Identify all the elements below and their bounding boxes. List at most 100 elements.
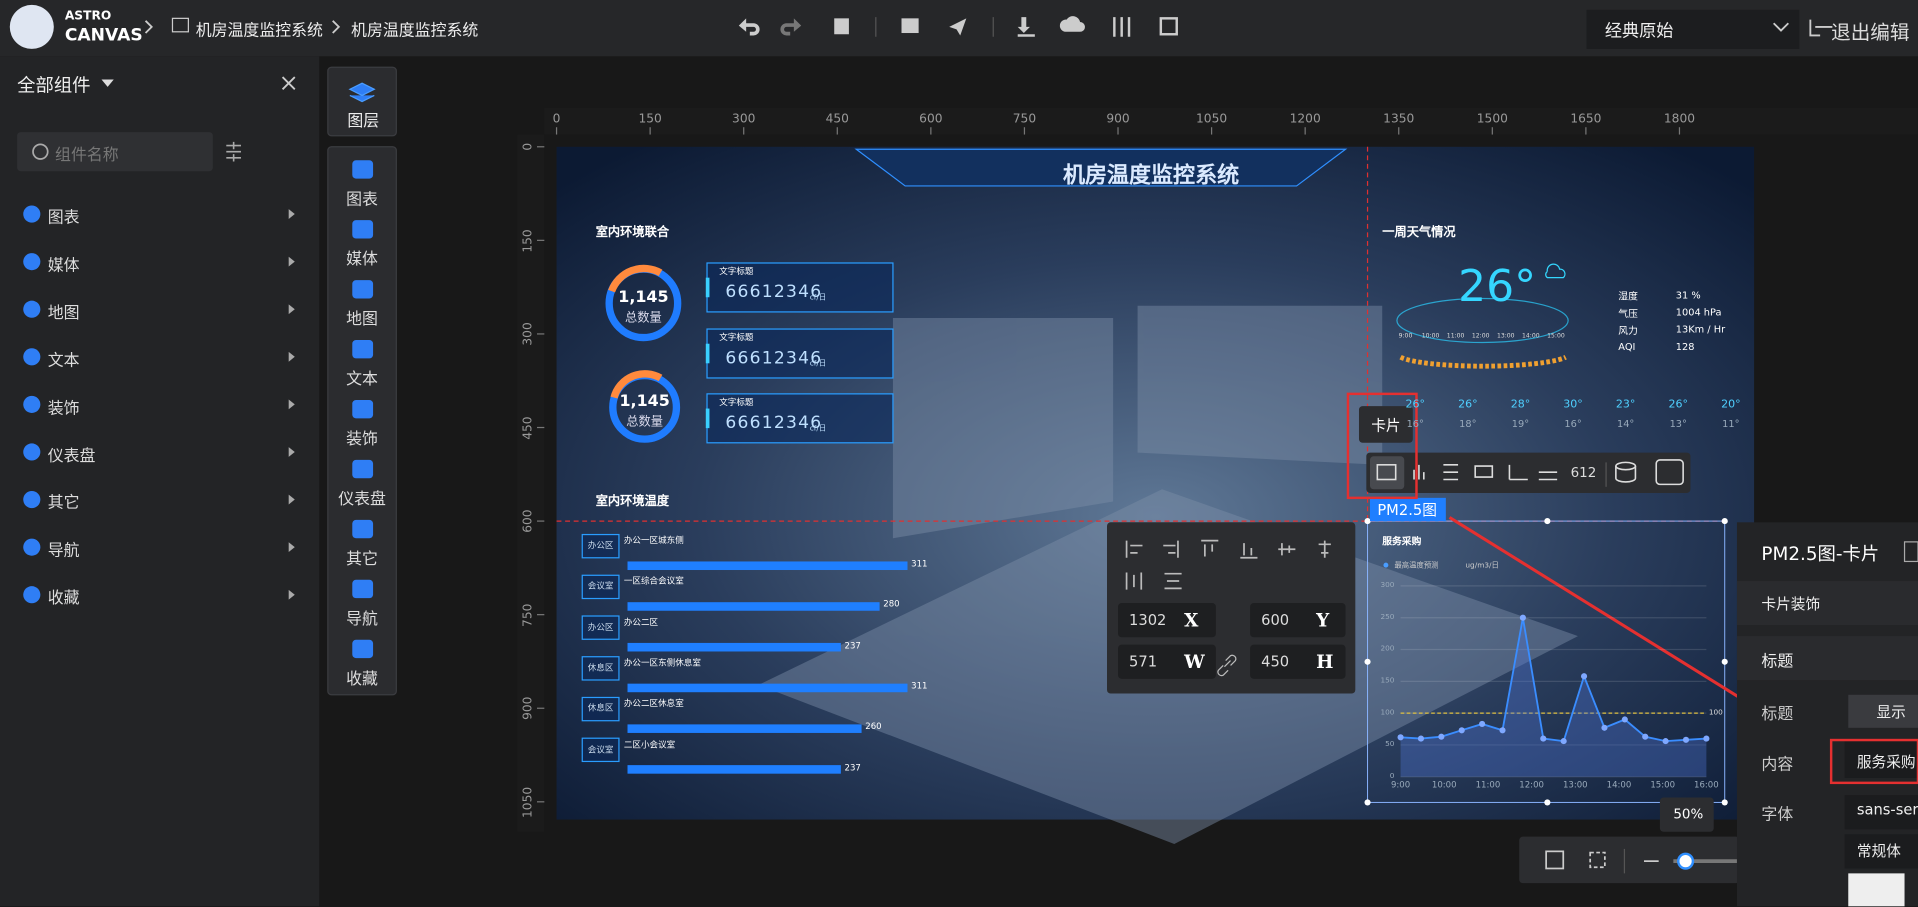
header-tools <box>738 16 1178 37</box>
pm-point <box>1438 733 1445 740</box>
ring-value: 1,145 <box>619 392 670 411</box>
aqi-gauge <box>1399 354 1567 369</box>
pm-point <box>1540 735 1547 742</box>
row-tag-box <box>581 737 620 763</box>
day-low: 14° <box>1616 418 1635 430</box>
align-icons[interactable] <box>1125 539 1331 590</box>
zoom-thumb[interactable] <box>1677 852 1695 870</box>
config[interactable] <box>1159 17 1178 36</box>
pm-ytick: 0 <box>1389 771 1395 781</box>
row-tag-box <box>581 615 620 640</box>
row-bar <box>627 642 841 652</box>
ruler-label: 150 <box>638 112 662 126</box>
ruler-label: 1350 <box>1383 112 1415 126</box>
download[interactable] <box>1017 17 1035 37</box>
row-name: 办公一区城东侧 <box>623 535 684 546</box>
tool[interactable]: 仪表盘 <box>338 490 386 509</box>
ruler-label: 600 <box>919 112 943 126</box>
tool[interactable]: 其它 <box>346 550 378 569</box>
row-value: 237 <box>844 762 861 773</box>
link-icon[interactable] <box>1217 654 1237 677</box>
prop-value[interactable]: 显示 <box>1876 703 1906 721</box>
category-arrow <box>288 447 295 457</box>
tool[interactable]: 媒体 <box>346 250 378 270</box>
category[interactable]: 其它 <box>47 494 80 514</box>
toolbar-icons[interactable] <box>1376 459 1684 486</box>
title-banner <box>854 148 1348 187</box>
font-select[interactable] <box>1844 795 1918 830</box>
toggle[interactable] <box>1848 694 1918 728</box>
panel-section: 卡片装饰 <box>1761 595 1821 613</box>
category-icon <box>23 586 41 604</box>
handles[interactable] <box>1364 518 1728 806</box>
tool-icon <box>352 160 374 179</box>
exit-icon[interactable] <box>1809 19 1833 37</box>
category-icon <box>23 205 41 223</box>
ruler-label: 150 <box>521 228 536 253</box>
filter-icon[interactable] <box>226 141 241 162</box>
weather-icon <box>1545 263 1566 279</box>
exit-button[interactable]: 退出编辑 <box>1831 20 1910 45</box>
ring-value: 1,145 <box>618 288 669 308</box>
pm-point <box>1519 614 1526 621</box>
tool[interactable]: 收藏 <box>346 670 378 689</box>
hour: 12:00 <box>1471 332 1490 341</box>
weather-stat-label: 风力 <box>1618 325 1638 337</box>
tool[interactable]: 图表 <box>346 190 378 210</box>
settings[interactable] <box>1113 17 1131 37</box>
dropdown-arrow[interactable] <box>101 79 114 87</box>
ruler-label: 0 <box>552 112 561 126</box>
row-name: 办公一区东侧休息室 <box>623 657 701 668</box>
prop-value[interactable]: sans-serif <box>1856 801 1918 819</box>
undo[interactable] <box>738 18 760 36</box>
ruler-label: 1650 <box>1570 112 1602 126</box>
category[interactable]: 图表 <box>47 209 80 228</box>
pm-point <box>1417 735 1425 742</box>
breadcrumb: 机房温度监控系统 <box>195 22 323 41</box>
close-icon[interactable] <box>281 76 296 90</box>
ruler-label: 1200 <box>1289 112 1321 126</box>
category[interactable]: 导航 <box>47 542 80 561</box>
card-tip <box>1358 406 1413 443</box>
ring-label: 总数量 <box>626 415 663 430</box>
tool[interactable]: 导航 <box>346 610 378 629</box>
tool[interactable]: 装饰 <box>346 430 378 449</box>
style-select[interactable] <box>1844 834 1918 869</box>
zoom-value: 50% <box>1673 806 1704 822</box>
layer-icon <box>348 82 376 103</box>
row-bar <box>627 683 908 693</box>
pm-tag: PM2.5图 <box>1377 501 1437 519</box>
upload[interactable] <box>1059 16 1085 32</box>
row-bar <box>627 765 841 774</box>
toolbar-active[interactable] <box>1369 456 1405 490</box>
redo[interactable] <box>780 18 802 36</box>
ruler-x <box>544 107 1918 135</box>
dashboard-icon <box>171 17 189 33</box>
sidebar-bg <box>0 56 320 907</box>
sidebar-title: 全部组件 <box>17 74 91 97</box>
category[interactable]: 仪表盘 <box>47 447 96 466</box>
row-tag-box <box>581 533 620 559</box>
day-high: 28° <box>1510 398 1531 411</box>
save[interactable] <box>834 18 849 35</box>
geometry-fields[interactable] <box>1118 603 1346 679</box>
prop-value[interactable]: 常规体 <box>1856 842 1901 860</box>
content-input[interactable] <box>1844 741 1918 778</box>
category[interactable]: 文本 <box>47 351 80 371</box>
category[interactable]: 媒体 <box>47 256 80 276</box>
row-name: 一区综合会议室 <box>623 576 684 587</box>
publish[interactable] <box>949 18 967 36</box>
tool[interactable]: 文本 <box>346 370 378 389</box>
category[interactable]: 地图 <box>47 304 80 323</box>
pm-xtick: 11:00 <box>1475 780 1501 791</box>
color-swatch[interactable] <box>1848 873 1905 907</box>
preview[interactable] <box>901 18 919 34</box>
theme-select[interactable] <box>1586 9 1800 49</box>
day-high: 20° <box>1721 398 1741 411</box>
search-box[interactable] <box>17 132 213 172</box>
prop-value[interactable]: 服务采购 <box>1856 753 1916 771</box>
row-value: 237 <box>844 640 861 651</box>
tool[interactable]: 地图 <box>346 310 378 330</box>
category[interactable]: 装饰 <box>47 399 80 418</box>
category[interactable]: 收藏 <box>47 589 80 609</box>
